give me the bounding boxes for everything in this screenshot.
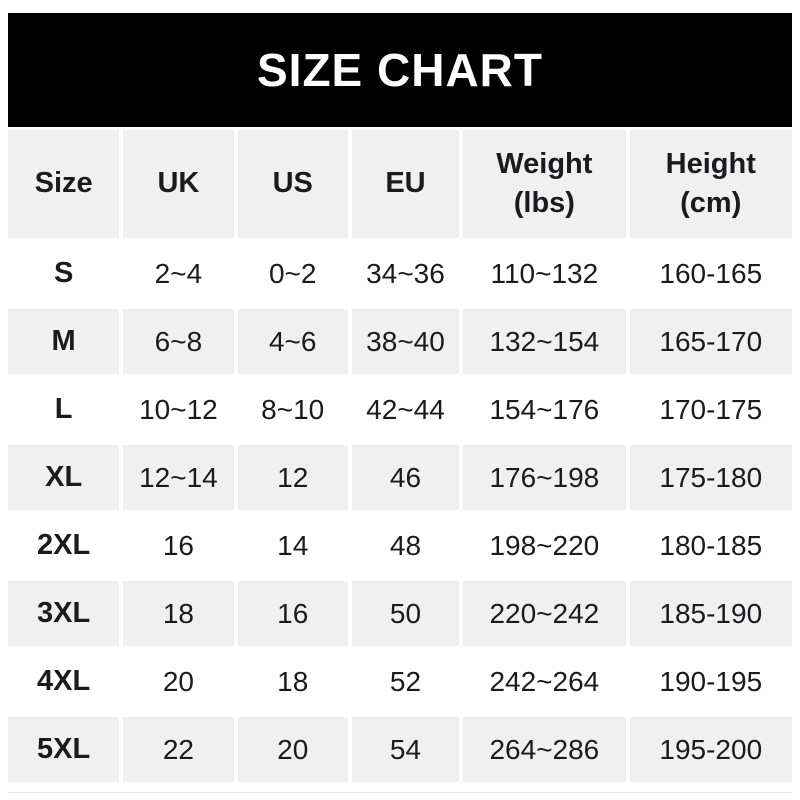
table-cell: 6~8: [123, 309, 234, 374]
table-cell: 20: [237, 717, 348, 782]
table-cell: 175-180: [629, 445, 792, 510]
table-cell: 20: [123, 649, 234, 714]
size-chart-banner: SIZE CHART: [8, 13, 792, 127]
column-header-height-cm: Height (cm): [629, 130, 792, 238]
table-cell: 2~4: [123, 241, 234, 306]
bottom-divider: [8, 792, 792, 793]
table-cell: 195-200: [629, 717, 792, 782]
table-cell: 52: [351, 649, 460, 714]
table-cell: 220~242: [463, 581, 626, 646]
table-cell: 50: [351, 581, 460, 646]
table-cell: 180-185: [629, 513, 792, 578]
column-header-weight-lbs: Weight (lbs): [463, 130, 626, 238]
column-header-eu: EU: [351, 130, 460, 238]
table-cell: 8~10: [237, 377, 348, 442]
row-size-label: L: [8, 377, 120, 442]
table-cell: 198~220: [463, 513, 626, 578]
table-cell: 132~154: [463, 309, 626, 374]
table-cell: 10~12: [123, 377, 234, 442]
table-cell: 42~44: [351, 377, 460, 442]
row-size-label: XL: [8, 445, 120, 510]
column-header-uk: UK: [123, 130, 234, 238]
table-cell: 46: [351, 445, 460, 510]
table-cell: 242~264: [463, 649, 626, 714]
table-cell: 12: [237, 445, 348, 510]
table-cell: 165-170: [629, 309, 792, 374]
table-cell: 264~286: [463, 717, 626, 782]
table-cell: 4~6: [237, 309, 348, 374]
size-table: Size UK US EU Weight (lbs) Height (cm) S 2~4 0~2…: [8, 130, 792, 782]
table-cell: 18: [123, 581, 234, 646]
table-cell: 34~36: [351, 241, 460, 306]
table-cell: 170-175: [629, 377, 792, 442]
row-size-label: 4XL: [8, 649, 120, 714]
table-cell: 22: [123, 717, 234, 782]
row-size-label: 2XL: [8, 513, 120, 578]
table-cell: 14: [237, 513, 348, 578]
table-cell: 16: [123, 513, 234, 578]
column-header-us: US: [237, 130, 348, 238]
table-cell: 190-195: [629, 649, 792, 714]
table-cell: 54: [351, 717, 460, 782]
table-cell: 16: [237, 581, 348, 646]
table-cell: 110~132: [463, 241, 626, 306]
row-size-label: M: [8, 309, 120, 374]
table-cell: 154~176: [463, 377, 626, 442]
table-cell: 18: [237, 649, 348, 714]
page-title: SIZE CHART: [257, 44, 543, 96]
table-cell: 176~198: [463, 445, 626, 510]
table-cell: 38~40: [351, 309, 460, 374]
table-cell: 185-190: [629, 581, 792, 646]
table-cell: 12~14: [123, 445, 234, 510]
row-size-label: S: [8, 241, 120, 306]
row-size-label: 3XL: [8, 581, 120, 646]
row-size-label: 5XL: [8, 717, 120, 782]
column-header-size: Size: [8, 130, 120, 238]
table-cell: 160-165: [629, 241, 792, 306]
table-cell: 48: [351, 513, 460, 578]
table-cell: 0~2: [237, 241, 348, 306]
